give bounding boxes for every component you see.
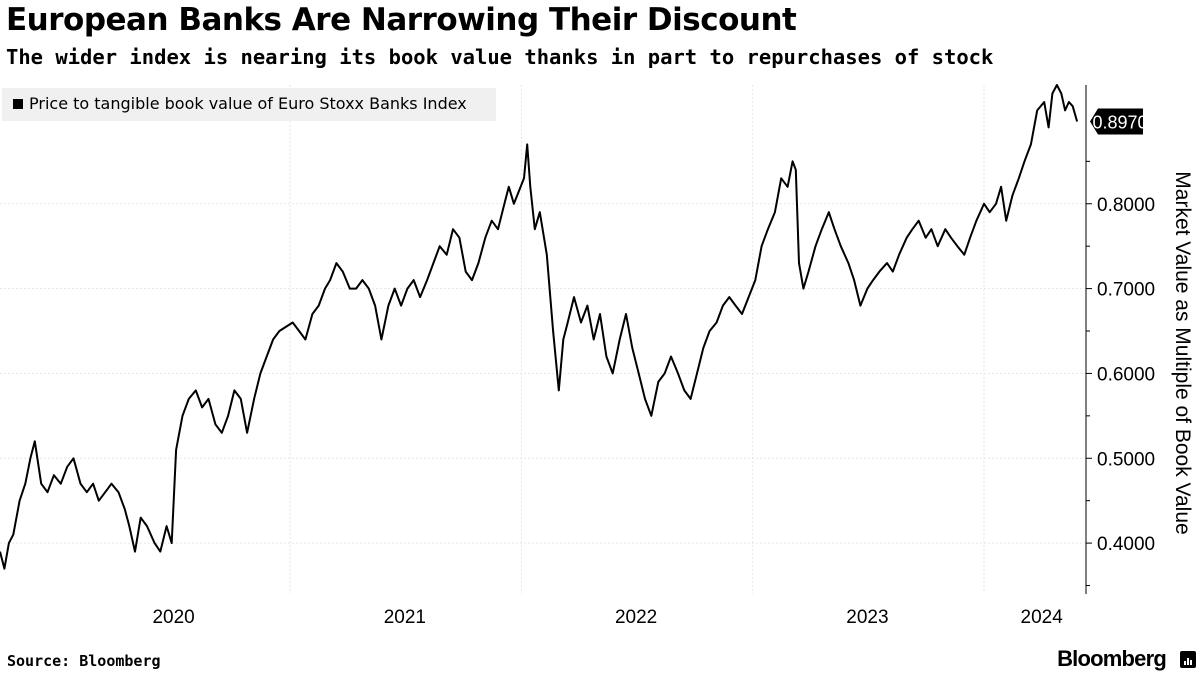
- x-tick-label: 2024: [1021, 607, 1064, 628]
- source-note: Source: Bloomberg: [7, 652, 161, 670]
- x-tick-label: 2023: [846, 607, 888, 628]
- series-line: [0, 84, 1079, 570]
- last-value-label: 0.8970: [1092, 112, 1147, 132]
- chart-subtitle: The wider index is nearing its book valu…: [6, 45, 994, 69]
- brand-logo-text: Bloomberg: [1057, 646, 1167, 671]
- horizontal-gridlines: [0, 203, 1086, 544]
- x-tick-label: 2021: [384, 607, 426, 628]
- bloomberg-chart-icon: [1180, 651, 1196, 668]
- chart-title: European Banks Are Narrowing Their Disco…: [6, 2, 797, 38]
- x-tick-label: 2020: [152, 607, 194, 628]
- y-tick-label: 0.6000: [1097, 364, 1155, 385]
- last-value-badge: [1090, 108, 1143, 135]
- last-value-callout: 0.8970: [1090, 108, 1148, 135]
- legend-label: Price to tangible book value of Euro Sto…: [29, 94, 467, 113]
- x-tick-labels: 2020 2021 2022 2023 2024: [152, 607, 1063, 628]
- legend-swatch: [13, 99, 23, 109]
- legend: Price to tangible book value of Euro Sto…: [2, 88, 496, 121]
- vertical-gridlines: [289, 85, 985, 594]
- x-tick-label: 2022: [615, 607, 657, 628]
- y-axis-title: Market Value as Multiple of Book Value: [1171, 171, 1194, 534]
- y-tick-label: 0.4000: [1097, 534, 1155, 555]
- y-tick-label: 0.5000: [1097, 449, 1155, 470]
- y-axis: [1085, 85, 1092, 594]
- y-tick-labels: 0.4000 0.5000 0.6000 0.7000 0.8000: [1097, 195, 1155, 555]
- y-tick-label: 0.7000: [1097, 280, 1155, 301]
- y-tick-label: 0.8000: [1097, 195, 1155, 216]
